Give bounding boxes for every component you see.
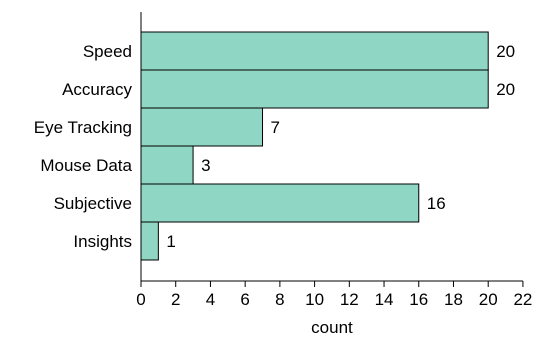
bar-eye-tracking — [140, 107, 264, 147]
value-label-mouse-data: 3 — [201, 156, 210, 175]
value-label-speed: 20 — [496, 42, 515, 61]
category-label-insights: Insights — [73, 232, 132, 251]
x-tick-label-14: 14 — [375, 290, 394, 309]
category-label-speed: Speed — [83, 42, 132, 61]
bar-speed — [140, 31, 489, 71]
x-axis-ticks: 0 2 4 6 8 10 12 14 16 18 20 22 — [136, 281, 532, 309]
x-tick-label-0: 0 — [136, 290, 145, 309]
x-tick-label-8: 8 — [275, 290, 284, 309]
x-tick-label-18: 18 — [444, 290, 463, 309]
value-label-subjective: 16 — [427, 194, 446, 213]
value-label-eye-tracking: 7 — [271, 118, 280, 137]
category-labels: Speed Accuracy Eye Tracking Mouse Data Subje… — [34, 42, 133, 251]
bar-subjective — [140, 183, 420, 223]
x-tick-label-4: 4 — [206, 290, 215, 309]
x-tick-label-22: 22 — [513, 290, 532, 309]
category-label-subjective: Subjective — [54, 194, 132, 213]
bars-group — [140, 31, 489, 261]
value-label-insights: 1 — [166, 232, 175, 251]
x-tick-label-2: 2 — [171, 290, 180, 309]
bar-accuracy — [140, 69, 489, 109]
bar-insights — [140, 221, 159, 261]
value-labels: 20 20 7 3 16 1 — [166, 42, 515, 251]
category-label-eye-tracking: Eye Tracking — [34, 118, 132, 137]
bar-mouse-data — [140, 145, 194, 185]
value-label-accuracy: 20 — [496, 80, 515, 99]
x-tick-label-20: 20 — [479, 290, 498, 309]
x-axis-title: count — [311, 318, 353, 337]
category-label-accuracy: Accuracy — [62, 80, 132, 99]
x-tick-label-10: 10 — [305, 290, 324, 309]
category-label-mouse-data: Mouse Data — [40, 156, 132, 175]
x-tick-label-16: 16 — [409, 290, 428, 309]
x-tick-label-12: 12 — [340, 290, 359, 309]
x-tick-label-6: 6 — [240, 290, 249, 309]
